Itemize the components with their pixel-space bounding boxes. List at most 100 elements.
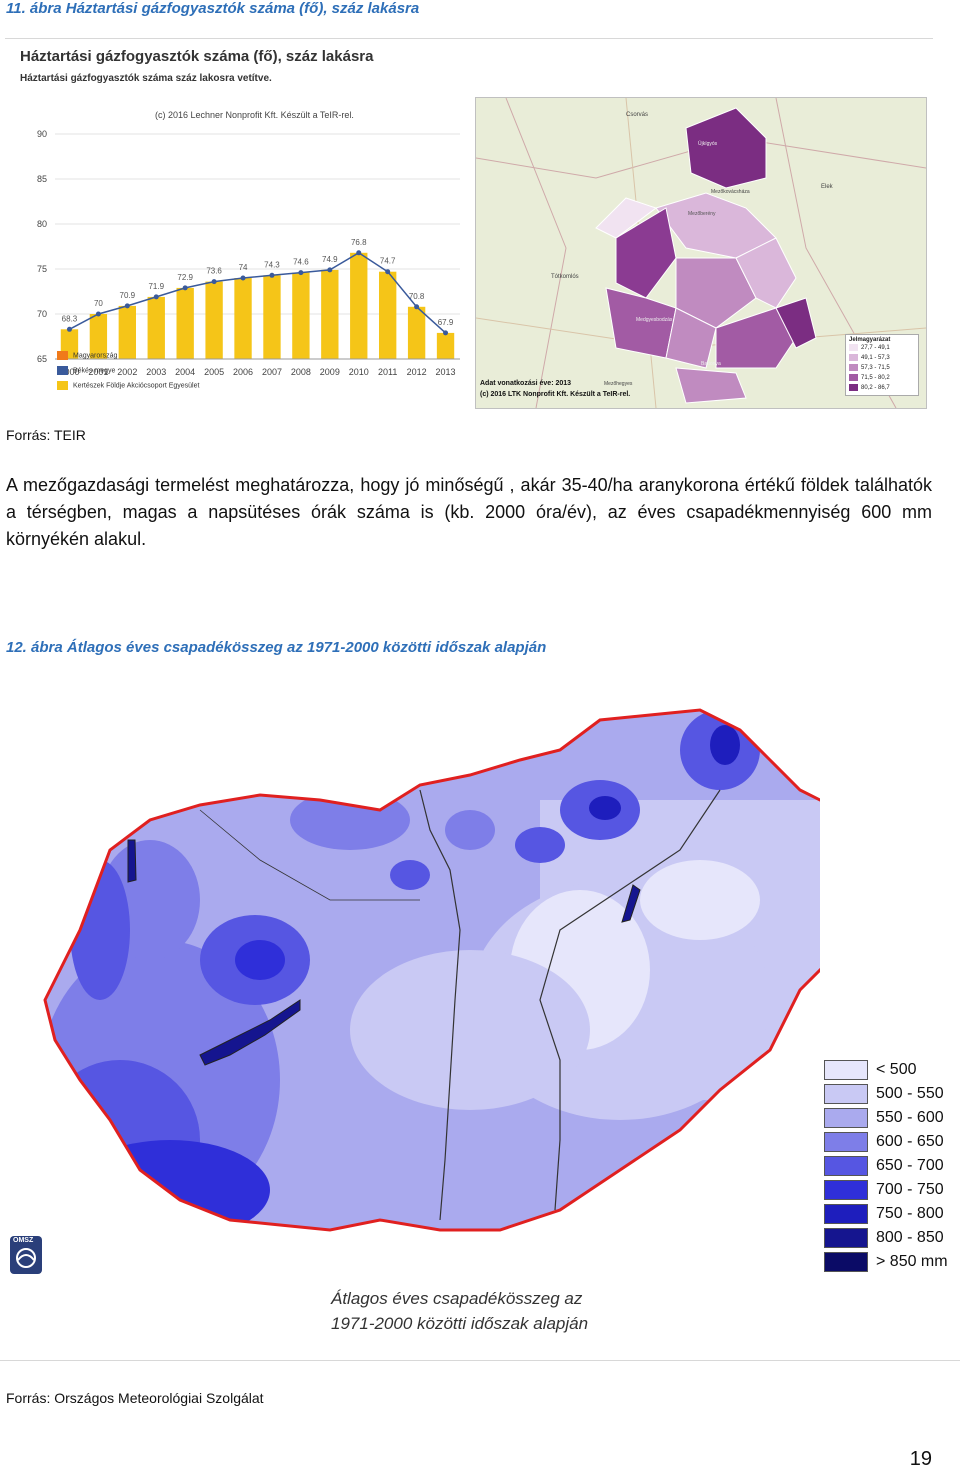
y-tick-label: 80 (37, 219, 47, 229)
bar (379, 271, 397, 359)
line-point (269, 272, 275, 278)
y-tick-label: 70 (37, 309, 47, 319)
legend-swatch (824, 1084, 868, 1104)
precip-legend-row: 750 - 800 (824, 1202, 948, 1226)
data-label: 72.9 (177, 273, 193, 282)
line-point (240, 275, 246, 281)
legend-label: 500 - 550 (876, 1085, 944, 1102)
legend-swatch (57, 366, 68, 375)
line-point (327, 267, 333, 273)
bar (407, 306, 426, 359)
data-label: 70.9 (120, 291, 136, 300)
x-tick-label: 2007 (262, 367, 282, 377)
precip-legend-row: 800 - 850 (824, 1226, 948, 1250)
precip-caption-line2: 1971-2000 közötti időszak alapján (331, 1314, 589, 1333)
legend-label: 27,7 - 49,1 (861, 345, 890, 351)
data-label: 74.3 (264, 260, 280, 269)
omsz-logo-text: OMSZ (13, 1237, 34, 1244)
legend-swatch (57, 351, 68, 360)
legend-label: 750 - 800 (876, 1205, 944, 1222)
bar (205, 281, 223, 359)
bar (234, 278, 252, 359)
map-legend-row: 27,7 - 49,1 (849, 343, 915, 353)
x-tick-label: 2009 (320, 367, 340, 377)
line-point (298, 270, 304, 276)
legend-label: 57,3 - 71,5 (861, 365, 890, 371)
source-teir: Forrás: TEIR (6, 427, 86, 443)
map-legend-row: 57,3 - 71,5 (849, 363, 915, 373)
figure-12: OMSZ < 500 500 - 550 550 - 600 600 - 650… (0, 700, 960, 1333)
chart-subtitle: Háztartási gázfogyasztók száma száz lako… (20, 73, 272, 84)
place-label: Mezőhegyes (604, 381, 633, 387)
bar (118, 305, 136, 359)
legend-label: 80,2 - 86,7 (861, 385, 890, 391)
bar (436, 332, 455, 359)
x-tick-label: 2000 (59, 367, 79, 377)
data-label: 76.8 (351, 238, 367, 247)
legend-swatch (849, 373, 858, 381)
map-legend-row: 80,2 - 86,7 (849, 383, 915, 393)
map-legend-row: 49,1 - 57,3 (849, 353, 915, 363)
omsz-logo-icon (10, 1236, 42, 1274)
precip-legend-row: < 500 (824, 1058, 948, 1082)
gas-consumers-map: Csorvás Újkígyós Mezőberény Tótkomlós Me… (475, 97, 927, 409)
map-info-credit: (c) 2016 LTK Nonprofit Kft. Készült a Te… (480, 391, 631, 398)
bar (292, 272, 310, 359)
map-info: Adat vonatkozási éve: 2013 (c) 2016 LTK … (480, 378, 630, 400)
legend-swatch (824, 1156, 868, 1176)
precip-caption-line1: Átlagos éves csapadékösszeg az (331, 1289, 583, 1308)
legend-label: 800 - 850 (876, 1229, 944, 1246)
line-point (356, 250, 362, 256)
data-label: 67.9 (438, 318, 454, 327)
legend-item: Magyarország (57, 351, 199, 360)
legend-swatch (824, 1204, 868, 1224)
y-tick-label: 65 (37, 354, 47, 364)
line-point (211, 279, 217, 285)
line-point (66, 326, 72, 332)
legend-swatch (824, 1060, 868, 1080)
legend-label: Békés megye (73, 367, 116, 375)
chart-credit: (c) 2016 Lechner Nonprofit Kft. Készült … (155, 110, 354, 120)
figure-11-caption: 11. ábra Háztartási gázfogyasztók száma … (6, 0, 420, 17)
legend-label: Magyarország (73, 352, 118, 360)
place-label: Battonya (701, 361, 721, 367)
bar (89, 314, 108, 359)
legend-label: > 850 mm (876, 1253, 948, 1270)
choropleth-map: Csorvás Újkígyós Mezőberény Tótkomlós Me… (476, 98, 926, 408)
line-point (414, 304, 420, 310)
legend-swatch (849, 383, 858, 391)
line-point (153, 294, 159, 300)
chart-title: Háztartási gázfogyasztók száma (fő), szá… (20, 48, 374, 65)
bar (321, 269, 339, 359)
place-label: Mezőkovácsháza (711, 189, 750, 195)
precip-legend-row: 700 - 750 (824, 1178, 948, 1202)
data-label: 74.9 (322, 255, 338, 264)
line-point (182, 285, 188, 291)
y-tick-label: 85 (37, 174, 47, 184)
precip-legend-row: > 850 mm (824, 1250, 948, 1274)
bar (176, 287, 194, 359)
place-label: Mezőberény (688, 211, 716, 217)
place-label: Medgyesbodzás (636, 317, 673, 323)
body-paragraph: A mezőgazdasági termelést meghatározza, … (6, 475, 932, 549)
legend-label: < 500 (876, 1061, 917, 1078)
data-label: 74.7 (380, 257, 396, 266)
legend-item: Békés megye (57, 366, 199, 375)
x-tick-label: 2002 (117, 367, 137, 377)
map-legend-row: 71,5 - 80,2 (849, 373, 915, 383)
bar-chart: 65 70 75 80 85 90 2000 68.3 2001 70 2002 70.9 2003 71… (37, 129, 460, 377)
series-line (69, 251, 447, 334)
source-omsz: Forrás: Országos Meteorológiai Szolgálat (6, 1390, 264, 1406)
figure-12-caption: 12. ábra Átlagos éves csapadékösszeg az … (6, 639, 547, 656)
x-tick-label: 2010 (349, 367, 369, 377)
precip-map-caption: Átlagos éves csapadékösszeg az 1971-2000… (331, 1286, 588, 1336)
precip-legend: < 500 500 - 550 550 - 600 600 - 650 650 … (824, 1058, 948, 1274)
place-label: Elek (821, 184, 834, 190)
line-point (385, 269, 391, 275)
data-label: 70.8 (409, 292, 425, 301)
legend-item: Kertészek Földje Akciócsoport Egyesület (57, 381, 199, 390)
x-tick-label: 2012 (407, 367, 427, 377)
legend-label: 600 - 650 (876, 1133, 944, 1150)
omsz-logo: OMSZ (10, 1236, 42, 1274)
figure-11: Háztartási gázfogyasztók száma (fő), szá… (5, 38, 933, 419)
